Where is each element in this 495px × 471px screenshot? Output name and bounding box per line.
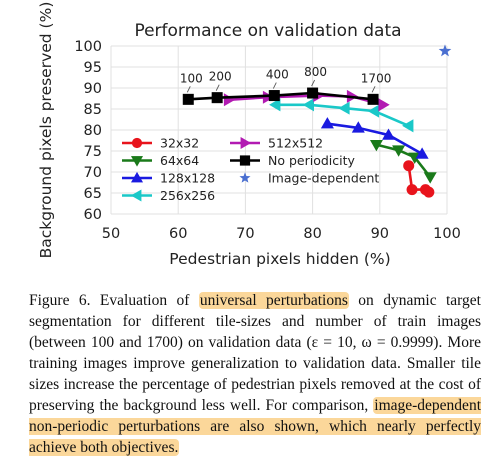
data-point [367, 93, 379, 105]
data-point [402, 119, 414, 133]
data-point [211, 92, 223, 104]
caption-highlight-1: universal perturbations [198, 292, 349, 309]
y-tick-label: 75 [84, 144, 102, 160]
annotations: 100 200 400 800 1700 [180, 65, 392, 93]
annotation-label: 200 [209, 70, 232, 84]
legend-entry: 128x128 [122, 171, 215, 186]
y-tick-label: 90 [84, 81, 102, 97]
data-point [392, 145, 406, 157]
legend-entry: 256x256 [122, 188, 215, 203]
series-image-dependent [438, 44, 452, 57]
data-point [302, 98, 315, 112]
series-256x256 [269, 98, 414, 133]
x-tick-label: 80 [303, 226, 321, 242]
legend-label: Image-dependent [268, 171, 379, 186]
data-point [307, 87, 319, 99]
annotation-pointer [186, 86, 191, 93]
annotation-label: 1700 [361, 71, 392, 85]
x-tick-label: 100 [433, 226, 461, 242]
x-tick-label: 70 [236, 226, 254, 242]
series-64x64 [369, 140, 437, 184]
series-line [376, 143, 432, 178]
y-tick-label: 70 [84, 165, 102, 181]
data-point [382, 128, 396, 140]
data-point [367, 104, 380, 118]
series-32x32 [403, 160, 435, 198]
legend-entry: 64x64 [122, 153, 199, 168]
series-128x128 [320, 117, 429, 159]
data-point [438, 44, 452, 57]
data-point [369, 140, 383, 152]
y-tick-label: 95 [84, 60, 102, 76]
data-point [423, 186, 435, 198]
data-point [351, 121, 365, 133]
legend: 32x32 64x64 128x128 256x256 512x512 No period… [122, 136, 379, 203]
data-point [269, 98, 281, 112]
legend-marker [131, 137, 143, 149]
legend-marker [240, 136, 252, 150]
x-tick-label: 50 [102, 226, 120, 242]
data-point [423, 172, 437, 184]
annotation-label: 400 [266, 68, 289, 82]
series-line [327, 122, 423, 156]
legend-label: 256x256 [160, 188, 215, 203]
x-tick-label: 90 [371, 226, 389, 242]
series-no-periodicity [182, 87, 379, 105]
y-tick-label: 65 [84, 186, 102, 202]
chart-title: Performance on validation data [134, 21, 401, 41]
annotation-pointer [215, 84, 220, 91]
annotation-pointer [311, 79, 316, 87]
x-axis-label: Pedestrian pixels hidden (%) [169, 250, 390, 268]
chart-grid [110, 45, 448, 215]
x-tick-label: 60 [169, 226, 187, 242]
data-point [406, 184, 418, 196]
annotation-pointer [371, 86, 376, 93]
y-tick-label: 60 [84, 207, 102, 223]
legend-entry: Image-dependent [239, 171, 379, 186]
legend-marker [239, 155, 251, 166]
legend-label: 32x32 [160, 136, 199, 151]
legend-marker [130, 171, 144, 183]
data-point [320, 117, 334, 129]
data-point [338, 101, 350, 115]
legend-marker [239, 172, 251, 183]
figure-caption: Figure 6. Evaluation of universal pertur… [29, 290, 481, 458]
legend-entry: 32x32 [122, 136, 199, 151]
legend-label: No periodicity [268, 153, 356, 168]
y-tick-label: 85 [84, 102, 102, 118]
data-point [403, 160, 415, 172]
legend-marker [130, 189, 142, 202]
data-point [378, 98, 390, 112]
y-tick-label: 100 [74, 39, 102, 55]
annotation-label: 100 [180, 71, 203, 85]
legend-label: 64x64 [160, 153, 199, 168]
caption-body: on dynamic target segmentation for diffe… [29, 292, 481, 414]
legend-marker [130, 156, 144, 167]
chart: Performance on validation data 50 60 70 80 9… [37, 2, 461, 268]
data-point [415, 147, 429, 159]
data-point [268, 90, 280, 102]
data-series [182, 44, 452, 198]
legend-label: 512x512 [268, 136, 323, 151]
caption-lead: Figure 6. Evaluation of [29, 292, 199, 309]
legend-label: 128x128 [160, 171, 215, 186]
legend-entry: No periodicity [230, 153, 356, 168]
annotation-pointer [272, 82, 277, 89]
y-tick-label: 80 [84, 123, 102, 139]
data-point [182, 93, 194, 105]
legend-entry: 512x512 [230, 136, 323, 151]
annotation-label: 800 [304, 65, 327, 79]
y-axis-label: Background pixels preserved (%) [37, 2, 55, 259]
